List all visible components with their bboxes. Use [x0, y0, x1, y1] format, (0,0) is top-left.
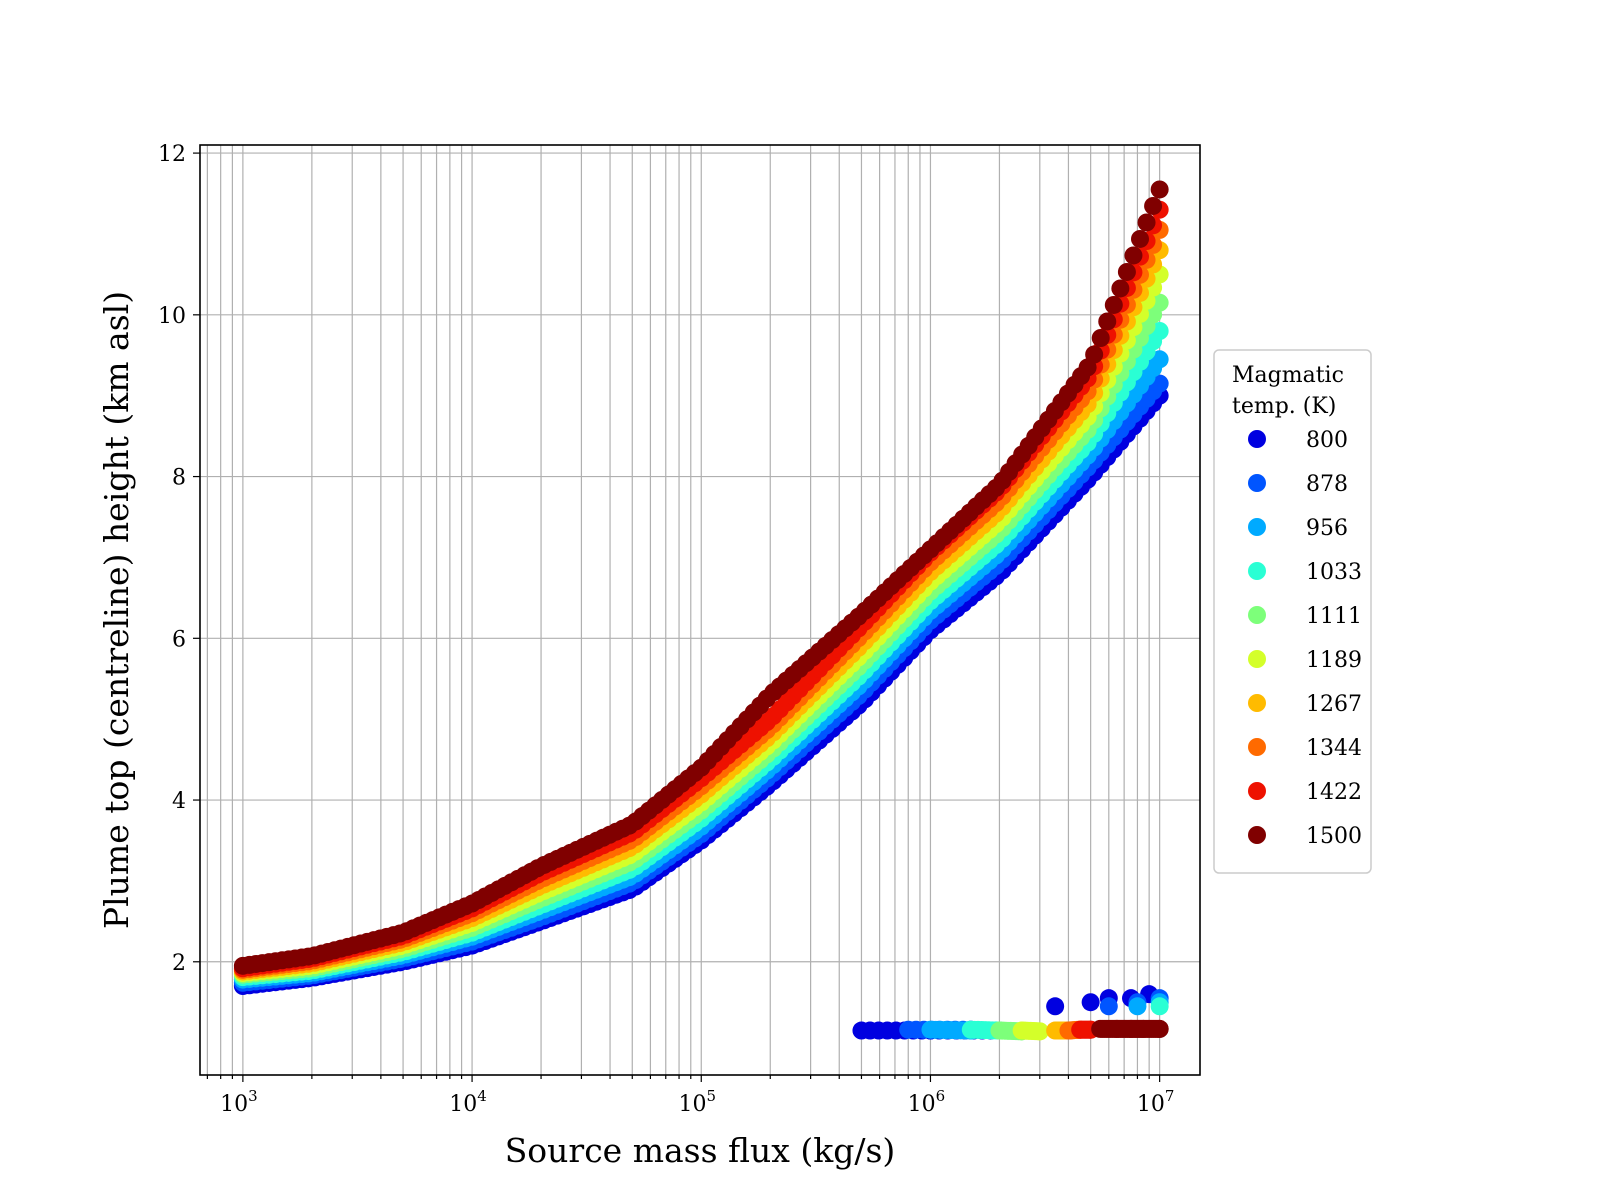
data-point: [1104, 295, 1123, 314]
data-point: [1117, 262, 1136, 281]
x-tick-label: 106: [908, 1087, 946, 1117]
x-tick-label: 103: [220, 1087, 258, 1117]
data-point: [1099, 997, 1118, 1016]
data-point: [1081, 993, 1100, 1012]
legend-label: 1111: [1306, 604, 1362, 629]
legend-label: 1344: [1306, 736, 1362, 761]
legend-entries: 800 878 956 1033 1111 1189 1267 1344 1422 1500: [1248, 428, 1362, 849]
legend-label: 956: [1306, 516, 1348, 541]
series-1500: [233, 180, 1169, 1038]
x-tick-label: 104: [449, 1087, 487, 1117]
y-tick-label: 12: [158, 142, 186, 167]
legend-marker: [1248, 430, 1266, 448]
data-point: [1091, 328, 1110, 347]
legend-label: 1500: [1306, 824, 1362, 849]
plot-frame: [199, 144, 1201, 1076]
x-tick-label: 107: [1137, 1087, 1175, 1117]
data-point: [1150, 1019, 1169, 1038]
data-point: [1137, 213, 1156, 232]
grid: [200, 145, 1200, 1075]
y-axis-label: Plume top (centreline) height (km asl): [97, 291, 136, 929]
legend-label: 1189: [1306, 648, 1362, 673]
data-point: [1124, 246, 1143, 265]
data-point: [1130, 229, 1149, 248]
legend-marker: [1248, 474, 1266, 492]
y-tick-label: 6: [172, 627, 186, 652]
data-point: [1150, 180, 1169, 199]
legend-marker: [1248, 782, 1266, 800]
legend-marker: [1248, 694, 1266, 712]
legend-label: 878: [1306, 472, 1348, 497]
data-point: [1144, 196, 1163, 215]
legend-marker: [1248, 606, 1266, 624]
x-tick-label: 105: [678, 1087, 716, 1117]
legend-marker: [1248, 518, 1266, 536]
legend-marker: [1248, 826, 1266, 844]
y-tick-label: 2: [172, 951, 186, 976]
data-points: [233, 180, 1169, 1041]
legend-marker: [1248, 738, 1266, 756]
legend: Magmatic temp. (K) 800 878 956 1033 1111 1189…: [1213, 349, 1372, 874]
legend-marker: [1248, 650, 1266, 668]
legend-label: 800: [1306, 428, 1348, 453]
data-point: [1150, 350, 1169, 369]
legend-label: 1033: [1306, 560, 1362, 585]
x-axis-ticks: 103 104 105 106 107: [206, 1075, 1175, 1117]
legend-title-line-1: Magmatic: [1232, 363, 1344, 388]
data-point: [1030, 1022, 1049, 1041]
data-point: [1150, 997, 1169, 1016]
data-point: [1111, 279, 1130, 298]
data-point: [1085, 345, 1104, 364]
x-axis-label: Source mass flux (kg/s): [505, 1131, 896, 1170]
y-tick-label: 8: [172, 466, 186, 491]
legend-marker: [1248, 562, 1266, 580]
legend-label: 1422: [1306, 780, 1362, 805]
legend-title-line-2: temp. (K): [1232, 394, 1336, 419]
data-point: [1046, 997, 1065, 1016]
legend-label: 1267: [1306, 692, 1362, 717]
data-point: [1098, 312, 1117, 331]
data-point: [1128, 997, 1147, 1016]
y-tick-label: 4: [172, 789, 186, 814]
y-tick-label: 10: [158, 304, 186, 329]
y-axis-ticks: 2 4 6 8 10 12: [158, 142, 200, 976]
